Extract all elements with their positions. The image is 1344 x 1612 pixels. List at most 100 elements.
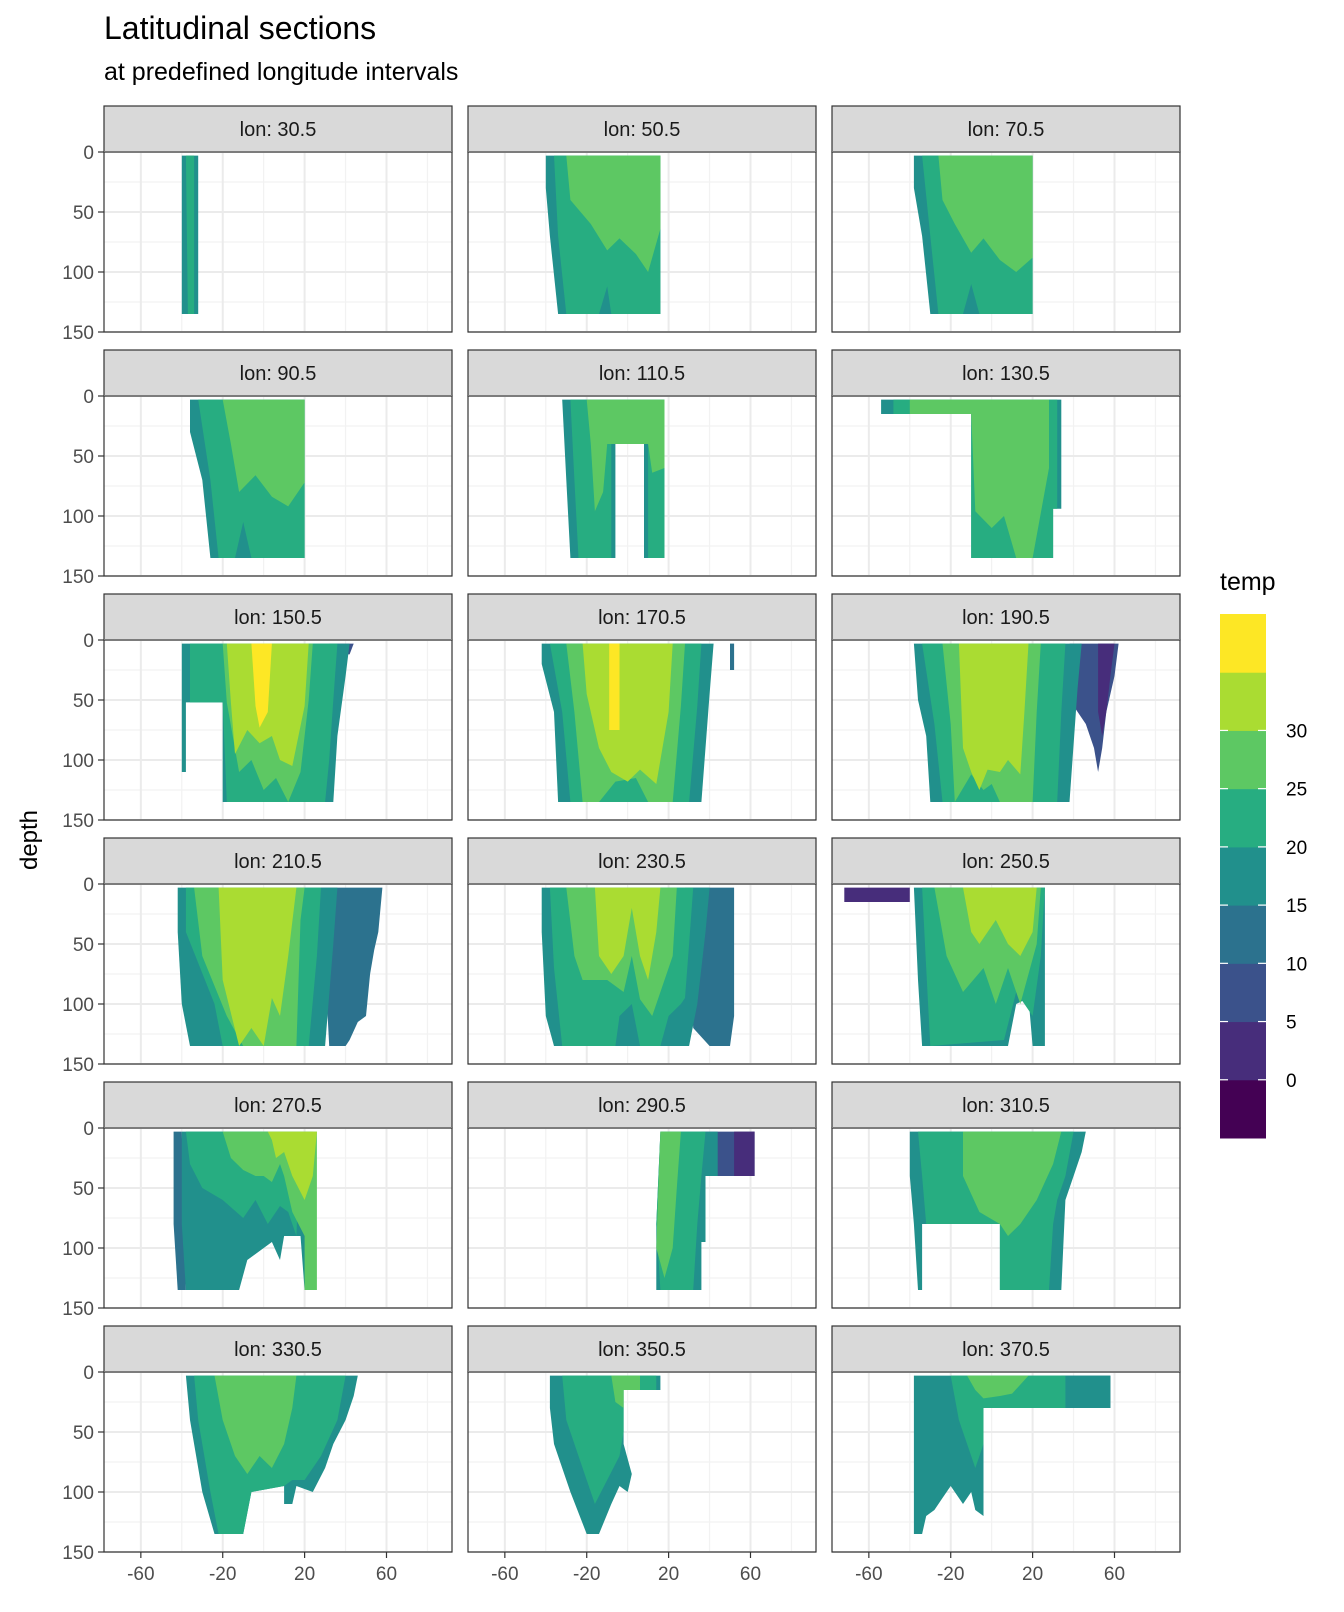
panel-border: [103, 395, 453, 577]
contour-layers: [881, 399, 1062, 558]
x-tick-label: 20: [1022, 1564, 1043, 1585]
contour-layers: [549, 1375, 661, 1534]
y-tick-label: 50: [73, 1423, 94, 1444]
facet-label: lon: 150.5: [234, 607, 322, 629]
legend-swatch: [1220, 614, 1266, 673]
panel-border: [103, 151, 453, 333]
contour-layers: [545, 155, 661, 314]
legend-swatch: [1220, 905, 1266, 964]
contour-band: [582, 643, 673, 784]
legend-break-label: 5: [1286, 1013, 1297, 1034]
contour-band: [909, 399, 1049, 558]
panel-border: [467, 639, 817, 821]
legend-break-label: 30: [1286, 721, 1307, 742]
x-tick-label: 20: [658, 1564, 679, 1585]
y-tick-label: 100: [62, 1483, 94, 1504]
facet-label: lon: 330.5: [234, 1339, 322, 1361]
facet-strip: [103, 349, 453, 397]
contour-band: [218, 887, 297, 1046]
panel-border: [103, 639, 453, 821]
contour-layers: [913, 155, 1033, 314]
facet-strip: [103, 1081, 453, 1129]
y-tick-label: 0: [83, 143, 94, 164]
y-tick-label: 0: [83, 387, 94, 408]
facet-strip: [467, 1325, 817, 1373]
contour-layers: [541, 887, 735, 1046]
contour-band: [950, 1375, 1066, 1468]
panel-border: [467, 1127, 817, 1309]
y-tick-label: 150: [62, 1299, 94, 1320]
facet-strip: [831, 105, 1181, 153]
facet-label: lon: 210.5: [234, 851, 322, 873]
facet-panel: lon: 30.5 0 50 100 150: [62, 105, 453, 344]
facet-label: lon: 310.5: [962, 1095, 1050, 1117]
legend-break-label: 10: [1286, 954, 1307, 975]
legend-swatch: [1220, 1079, 1266, 1139]
legend-swatch: [1220, 730, 1266, 790]
y-tick-label: 50: [73, 447, 94, 468]
contour-band: [730, 643, 735, 670]
contour-layers: [181, 155, 199, 314]
contour-band: [267, 1131, 317, 1200]
facet-label: lon: 70.5: [968, 119, 1045, 141]
contour-layers: [181, 643, 354, 802]
legend-swatch: [1220, 846, 1266, 906]
contour-band: [938, 155, 1033, 272]
contour-band: [251, 643, 272, 728]
panel-border: [831, 395, 1181, 577]
contour-band: [963, 1131, 1062, 1236]
x-tick-label: -20: [937, 1564, 964, 1585]
panel-border: [103, 1127, 453, 1309]
x-tick-label: -60: [491, 1564, 518, 1585]
facet-panel: lon: 230.5: [467, 837, 817, 1065]
x-tick-label: 60: [1104, 1564, 1125, 1585]
contour-band: [321, 887, 383, 1046]
facet-panel: lon: 290.5: [467, 1081, 817, 1309]
contour-band: [566, 155, 661, 272]
y-tick-label: 100: [62, 507, 94, 528]
chart-subtitle: at predefined longitude intervals: [104, 58, 459, 86]
facet-label: lon: 250.5: [962, 851, 1050, 873]
facet-strip: [831, 593, 1181, 641]
y-tick-label: 100: [62, 751, 94, 772]
contour-layers: [173, 1131, 317, 1290]
y-tick-label: 150: [62, 567, 94, 588]
contour-band: [562, 1375, 657, 1504]
facet-strip: [831, 349, 1181, 397]
facet-panel: lon: 330.5 0 50 100 150 -60 -20 20 60: [62, 1325, 453, 1585]
facet-label: lon: 110.5: [599, 363, 685, 385]
facet-panel: lon: 170.5: [467, 593, 817, 821]
panel-border: [103, 1371, 453, 1553]
y-tick-label: 100: [62, 263, 94, 284]
panel-border: [831, 1127, 1181, 1309]
contour-layers: [562, 399, 665, 558]
y-tick-label: 100: [62, 995, 94, 1016]
facet-panel: lon: 190.5: [831, 593, 1181, 821]
facet-strip: [103, 593, 453, 641]
x-tick-label: 60: [376, 1564, 397, 1585]
facet-label: lon: 230.5: [598, 851, 686, 873]
facet-strip: [831, 1325, 1181, 1373]
y-tick-label: 150: [62, 811, 94, 832]
contour-layers: [185, 1375, 358, 1534]
x-tick-label: -60: [855, 1564, 882, 1585]
x-tick-label: 60: [740, 1564, 761, 1585]
y-tick-label: 50: [73, 691, 94, 712]
contour-band: [609, 643, 620, 730]
facet-label: lon: 370.5: [962, 1339, 1050, 1361]
legend-break-label: 15: [1286, 896, 1307, 917]
panel-border: [831, 1371, 1181, 1553]
facet-label: lon: 270.5: [234, 1095, 322, 1117]
y-tick-label: 0: [83, 1363, 94, 1384]
panel-border: [831, 639, 1181, 821]
facet-panel: lon: 150.5 0 50 100 150: [62, 593, 453, 832]
facet-label: lon: 30.5: [240, 119, 317, 141]
contour-layers: [909, 1131, 1086, 1290]
facet-panel: lon: 250.5: [831, 837, 1181, 1065]
contour-band: [185, 155, 195, 314]
y-tick-label: 150: [62, 1055, 94, 1076]
contour-layers: [656, 1131, 755, 1290]
contour-band: [611, 1375, 640, 1408]
facet-panel: lon: 270.5 0 50 100 150: [62, 1081, 453, 1320]
panel-border: [467, 883, 817, 1065]
